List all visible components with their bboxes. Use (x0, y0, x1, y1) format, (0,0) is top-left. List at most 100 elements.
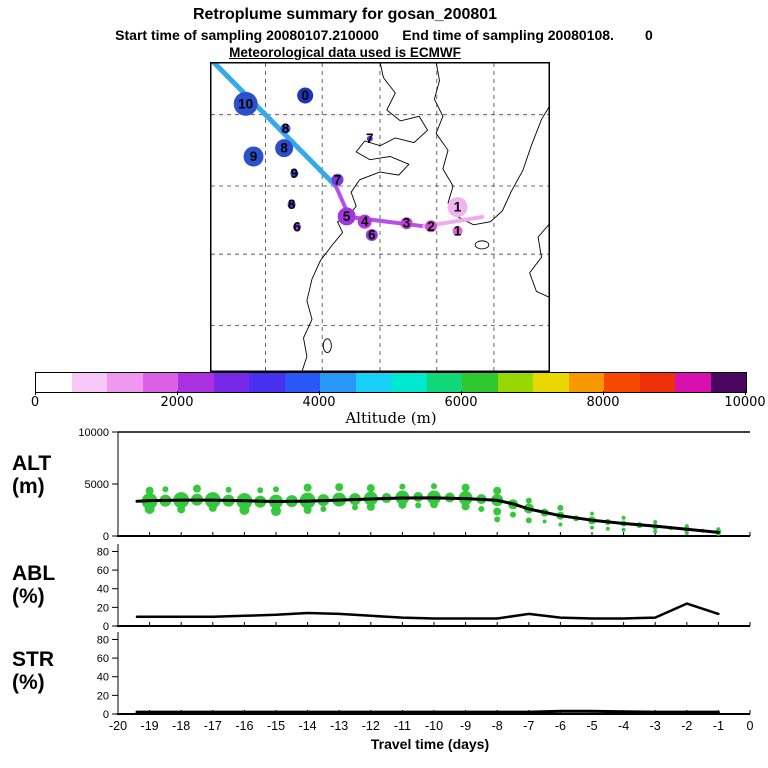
svg-text:-11: -11 (394, 719, 411, 733)
colorbar-cell (568, 373, 604, 392)
svg-text:-18: -18 (172, 719, 190, 733)
svg-text:9: 9 (291, 166, 299, 181)
colorbar-tick-label: 8000 (586, 395, 620, 410)
colorbar-cell (710, 373, 746, 392)
colorbar-tick-label: 2000 (160, 395, 194, 410)
svg-text:6: 6 (368, 227, 376, 242)
svg-text:60: 60 (97, 565, 109, 577)
svg-text:8: 8 (282, 121, 290, 136)
svg-text:20: 20 (97, 690, 109, 702)
str-unit-text: (%) (12, 671, 45, 694)
svg-text:-14: -14 (299, 719, 317, 733)
alt-label-text: ALT (12, 452, 52, 475)
svg-text:-15: -15 (267, 719, 285, 733)
alt-unit-text: (m) (12, 475, 45, 498)
svg-text:80: 80 (97, 546, 109, 558)
colorbar-cell (213, 373, 249, 392)
svg-text:-3: -3 (650, 719, 661, 733)
colorbar-cell (142, 373, 178, 392)
svg-text:5000: 5000 (85, 479, 109, 491)
svg-text:1: 1 (454, 200, 462, 215)
svg-text:40: 40 (97, 672, 109, 684)
svg-text:-17: -17 (204, 719, 222, 733)
svg-text:-13: -13 (330, 719, 348, 733)
abl-unit-text: (%) (12, 585, 45, 608)
svg-text:-12: -12 (362, 719, 380, 733)
svg-text:0: 0 (747, 719, 754, 733)
svg-text:-4: -4 (618, 719, 629, 733)
abl-panel-label: ABL (%) (12, 562, 92, 608)
svg-text:0: 0 (103, 621, 109, 633)
svg-text:0: 0 (103, 709, 109, 721)
sampling-time-line: Start time of sampling 20080107.210000 E… (115, 27, 653, 43)
svg-text:-8: -8 (492, 719, 503, 733)
svg-text:-5: -5 (586, 719, 597, 733)
svg-text:0: 0 (301, 88, 309, 103)
svg-text:-2: -2 (681, 719, 692, 733)
svg-text:8: 8 (288, 197, 296, 212)
svg-text:-7: -7 (523, 719, 534, 733)
colorbar-cell (71, 373, 107, 392)
svg-text:2: 2 (427, 219, 435, 234)
svg-text:9: 9 (250, 149, 258, 164)
colorbar-tick-mark (745, 391, 746, 395)
colorbar-cell (675, 373, 711, 392)
svg-text:60: 60 (97, 653, 109, 665)
colorbar-tick-labels: 0 2000 4000 6000 8000 10000 (31, 391, 766, 410)
colorbar-tick-mark (177, 391, 178, 395)
svg-text:10: 10 (238, 96, 253, 111)
svg-text:-16: -16 (235, 719, 253, 733)
colorbar-cell (107, 373, 143, 392)
svg-text:-6: -6 (555, 719, 566, 733)
abl-label-text: ABL (12, 562, 56, 585)
svg-text:20: 20 (97, 602, 109, 614)
colorbar-tick-label: 10000 (724, 395, 766, 410)
svg-text:3: 3 (403, 216, 411, 231)
colorbar-cell (178, 373, 214, 392)
svg-text:0: 0 (103, 531, 109, 543)
page-title: Retroplume summary for gosan_200801 (192, 6, 498, 23)
colorbar-axis-label: Altitude (m) (345, 409, 437, 427)
colorbar-cell (249, 373, 285, 392)
svg-text:-20: -20 (109, 719, 127, 733)
colorbar-tick-mark (461, 391, 462, 395)
str-label-text: STR (12, 648, 54, 671)
colorbar-cell (355, 373, 391, 392)
colorbar-tick-mark (319, 391, 320, 395)
svg-text:40: 40 (97, 584, 109, 596)
svg-text:7: 7 (366, 131, 374, 146)
str-panel-label: STR (%) (12, 648, 92, 694)
colorbar-tick-label: 6000 (444, 395, 478, 410)
svg-text:-9: -9 (460, 719, 471, 733)
colorbar-tick-label: 4000 (302, 395, 336, 410)
svg-text:-10: -10 (425, 719, 443, 733)
colorbar-tick-mark (35, 391, 36, 395)
svg-text:10000: 10000 (78, 427, 109, 439)
altitude-colorbar: 0 2000 4000 6000 8000 10000 Altitude (m) (31, 372, 766, 427)
colorbar-cell (36, 373, 72, 392)
met-data-line: Meteorological data used is ECMWF (229, 45, 461, 60)
colorbar-cell (320, 373, 356, 392)
colorbar-cells (35, 372, 747, 393)
svg-text:80: 80 (97, 634, 109, 646)
svg-text:4: 4 (361, 214, 369, 229)
colorbar-cell (639, 373, 675, 392)
svg-text:6: 6 (293, 219, 301, 234)
svg-text:7: 7 (334, 172, 342, 187)
svg-text:1: 1 (454, 223, 462, 238)
colorbar-tick-label: 0 (30, 395, 40, 410)
colorbar-cell (462, 373, 498, 392)
svg-text:5: 5 (343, 209, 351, 224)
colorbar-cell (533, 373, 569, 392)
colorbar-cell (604, 373, 640, 392)
svg-text:-1: -1 (713, 719, 724, 733)
x-axis-title: Travel time (days) (370, 736, 490, 752)
colorbar-cell (284, 373, 320, 392)
colorbar-cell (391, 373, 427, 392)
svg-text:8: 8 (280, 141, 288, 156)
colorbar-cell (426, 373, 462, 392)
colorbar-tick-mark (603, 391, 604, 395)
